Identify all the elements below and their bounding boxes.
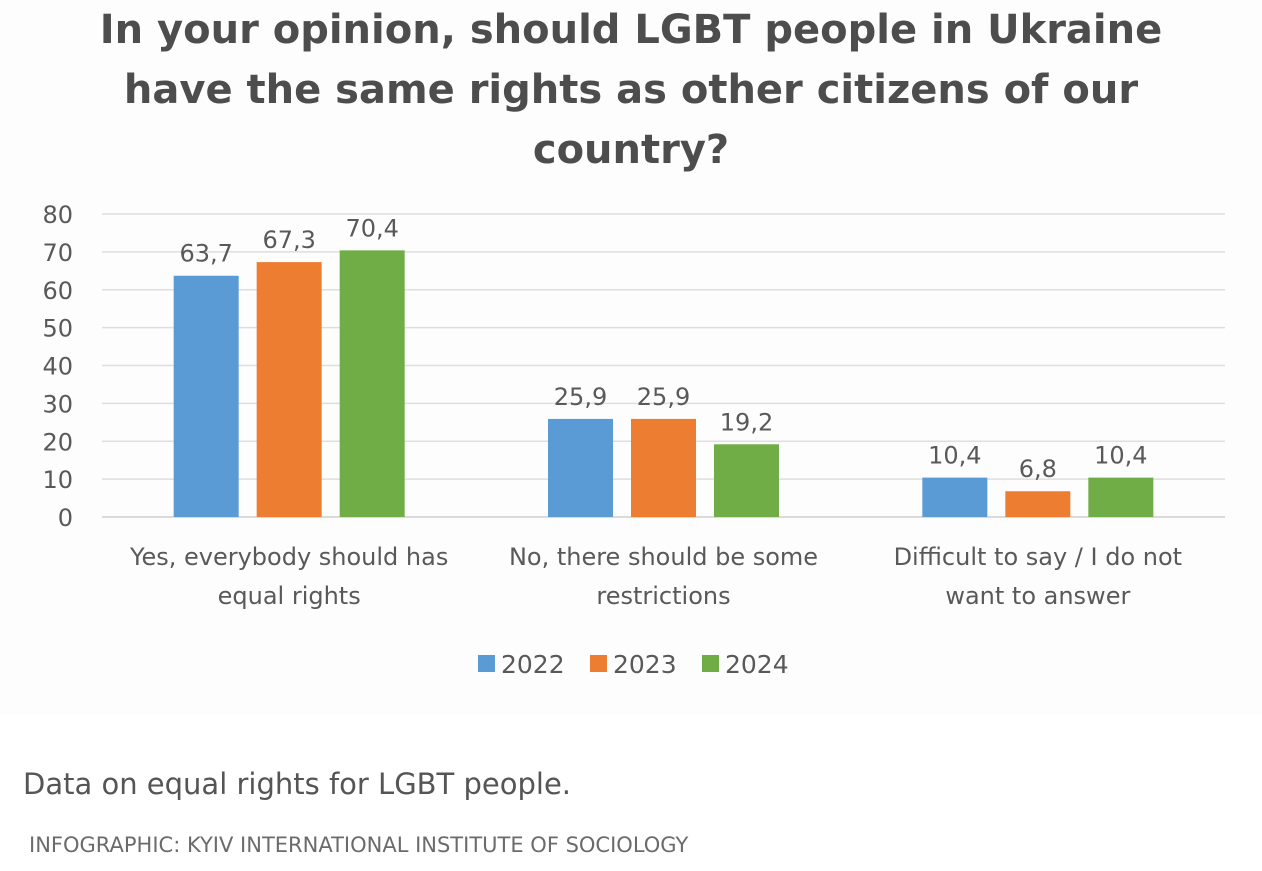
x-tick-label: equal rights — [218, 582, 361, 610]
data-label: 70,4 — [345, 214, 398, 242]
bar — [256, 262, 322, 517]
data-label: 19,2 — [720, 408, 773, 436]
legend-label: 2024 — [725, 650, 789, 679]
legend-swatch — [590, 655, 607, 672]
data-label: 6,8 — [1019, 455, 1057, 483]
chart-panel: In your opinion, should LGBT people in U… — [0, 0, 1262, 679]
bar — [548, 418, 613, 517]
legend-swatch — [478, 655, 495, 672]
y-tick-label: 50 — [42, 315, 73, 343]
chart-title-line: have the same rights as other citizens o… — [123, 67, 1139, 113]
bar-chart: 0 10 20 30 40 50 60 70 80 63,7 67,3 70,4 Yes, everyb… — [42, 201, 1225, 679]
bar — [922, 477, 988, 517]
y-tick-label: 20 — [42, 428, 73, 456]
bar — [631, 418, 696, 517]
chart-title: In your opinion, should LGBT people in U… — [0, 0, 1262, 180]
bar — [1005, 491, 1071, 517]
chart-title-line: In your opinion, should LGBT people in U… — [99, 7, 1163, 53]
data-label: 10,4 — [928, 442, 981, 470]
bar — [173, 275, 239, 517]
figure-caption: Data on equal rights for LGBT people. — [23, 767, 572, 801]
legend-swatch — [702, 655, 719, 672]
y-tick-label: 0 — [58, 504, 73, 532]
x-tick-label: No, there should be some — [509, 543, 818, 571]
x-tick-label: Difficult to say / I do not — [894, 543, 1183, 571]
legend-label: 2023 — [613, 650, 677, 679]
data-label: 25,9 — [554, 383, 607, 411]
figure-credit: INFOGRAPHIC: KYIV INTERNATIONAL INSTITUT… — [29, 833, 689, 857]
y-tick-label: 80 — [42, 201, 73, 229]
bar — [714, 444, 779, 517]
chart-title-line: country? — [532, 127, 730, 173]
y-tick-label: 10 — [42, 466, 73, 494]
data-label: 25,9 — [637, 383, 690, 411]
x-tick-label: restrictions — [596, 582, 730, 610]
y-tick-label: 70 — [42, 239, 73, 267]
legend-label: 2022 — [501, 650, 565, 679]
y-tick-label: 40 — [42, 353, 73, 381]
y-tick-label: 30 — [42, 390, 73, 418]
bar — [339, 250, 405, 518]
y-tick-label: 60 — [42, 277, 73, 305]
x-tick-label: want to answer — [945, 582, 1130, 610]
data-label: 10,4 — [1094, 442, 1147, 470]
x-tick-label: Yes, everybody should has — [129, 543, 448, 571]
bar — [1088, 477, 1154, 517]
data-label: 67,3 — [262, 226, 315, 254]
data-label: 63,7 — [179, 240, 232, 268]
